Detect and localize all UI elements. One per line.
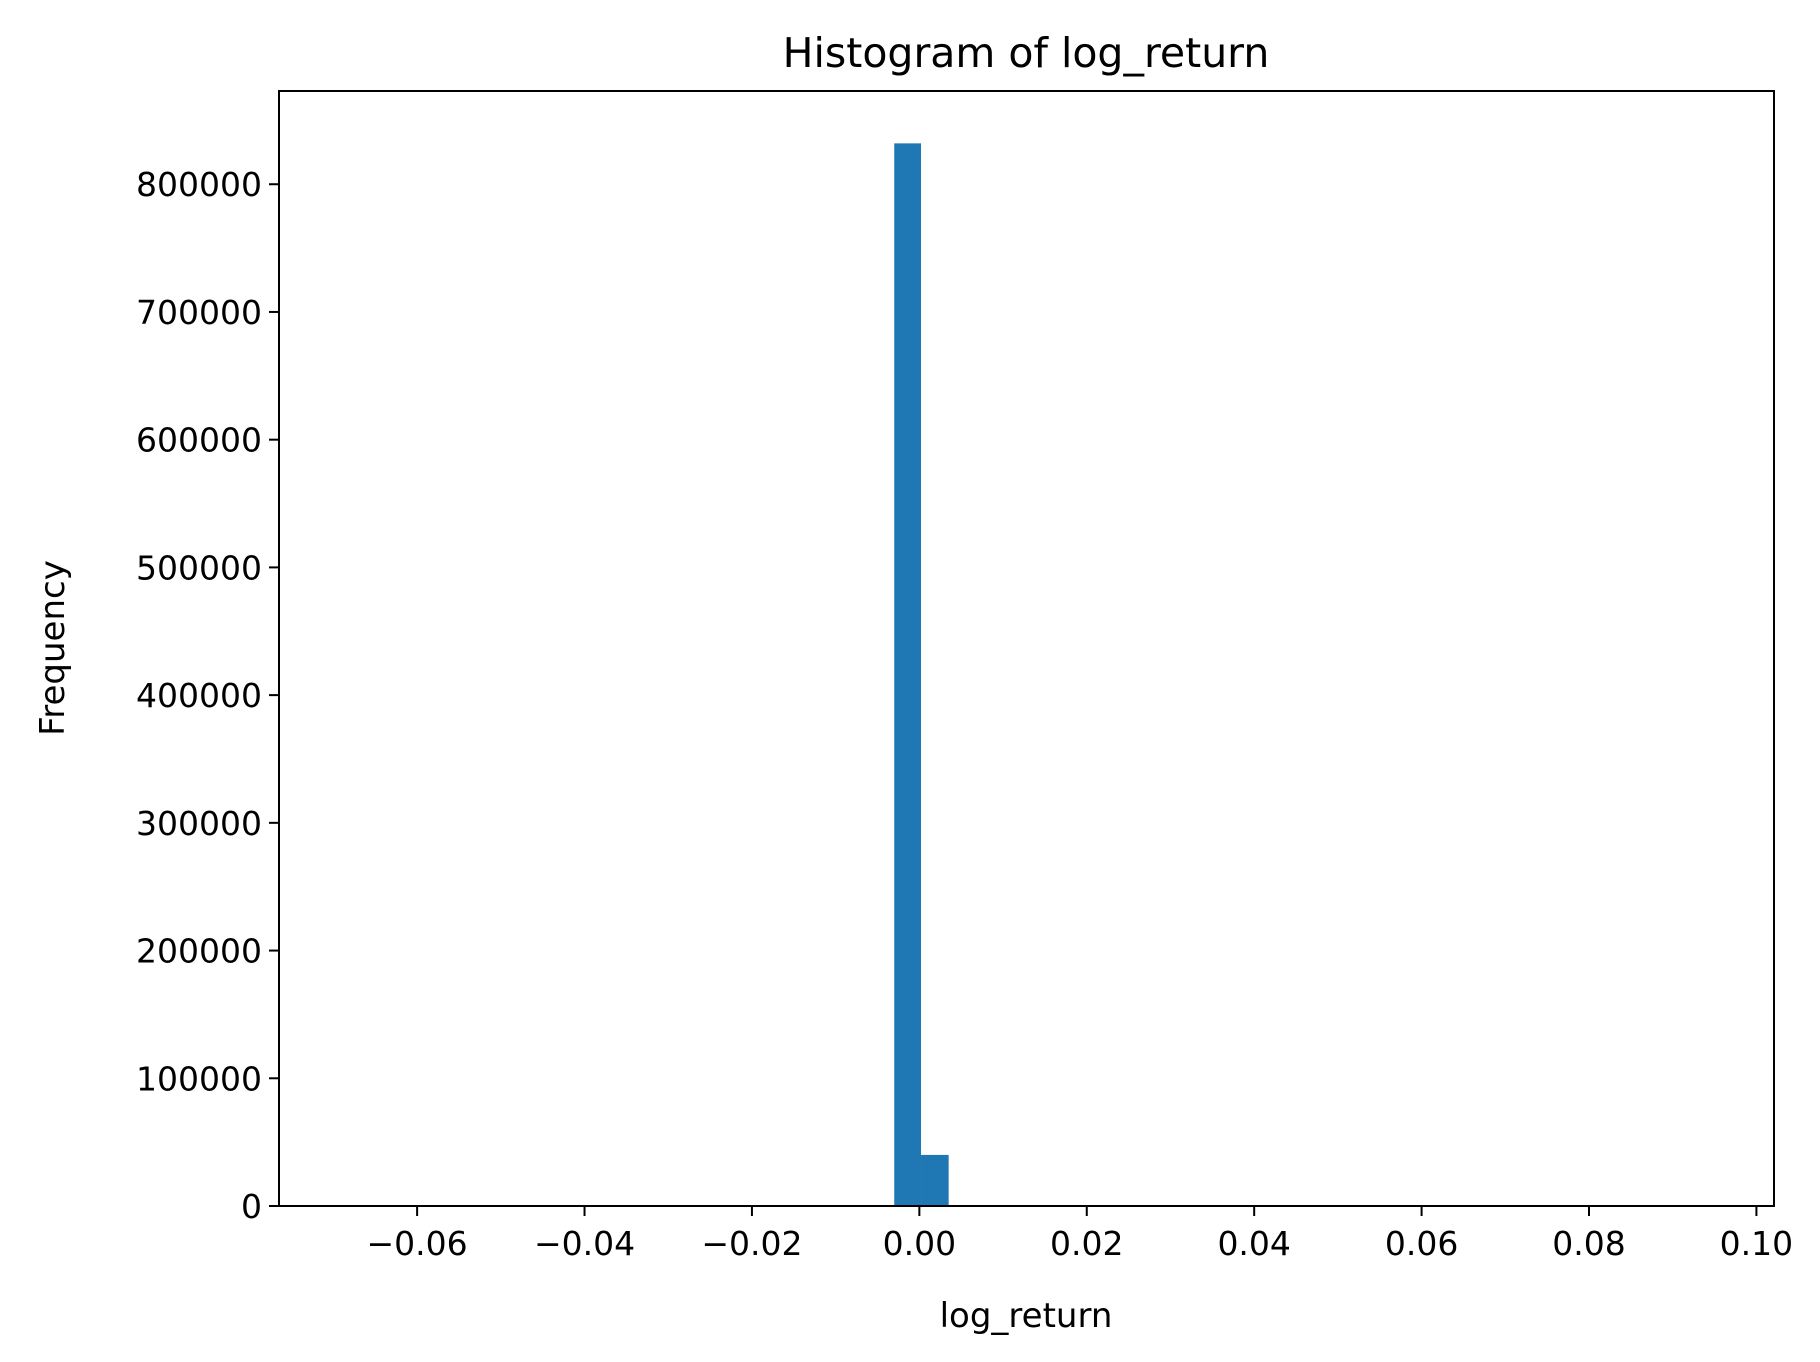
x-tick-label: 0.06 <box>1385 1224 1458 1263</box>
y-tick-label: 600000 <box>136 421 262 460</box>
chart-title: Histogram of log_return <box>783 29 1270 77</box>
y-tick-label: 800000 <box>136 165 262 204</box>
y-tick-label: 700000 <box>136 293 262 332</box>
y-axis-ticks: 0 100000 200000 300000 400000 500000 600000 700… <box>136 165 279 1226</box>
y-tick-label: 0 <box>241 1187 262 1226</box>
x-tick-label: −0.04 <box>534 1224 635 1263</box>
y-tick-label: 500000 <box>136 548 262 587</box>
x-axis-label: log_return <box>940 1296 1113 1336</box>
histogram-bar <box>894 143 922 1207</box>
y-tick-label: 200000 <box>136 932 262 971</box>
x-tick-label: 0.08 <box>1552 1224 1625 1263</box>
x-tick-label: 0.10 <box>1720 1224 1793 1263</box>
plot-frame <box>278 90 1775 1207</box>
x-tick-label: 0.04 <box>1217 1224 1290 1263</box>
histogram-bar <box>921 1154 949 1206</box>
y-tick-label: 100000 <box>136 1059 262 1098</box>
y-axis-label: Frequency <box>33 560 73 736</box>
x-tick-label: −0.06 <box>367 1224 468 1263</box>
x-tick-label: 0.00 <box>883 1224 956 1263</box>
x-tick-label: −0.02 <box>701 1224 802 1263</box>
y-tick-label: 400000 <box>136 676 262 715</box>
x-tick-label: 0.02 <box>1050 1224 1123 1263</box>
bars-layer <box>894 143 949 1207</box>
x-axis-ticks: −0.06 −0.04 −0.02 0.00 0.02 0.04 0.06 0.08 0.10 <box>367 1206 1793 1263</box>
y-tick-label: 300000 <box>136 804 262 843</box>
